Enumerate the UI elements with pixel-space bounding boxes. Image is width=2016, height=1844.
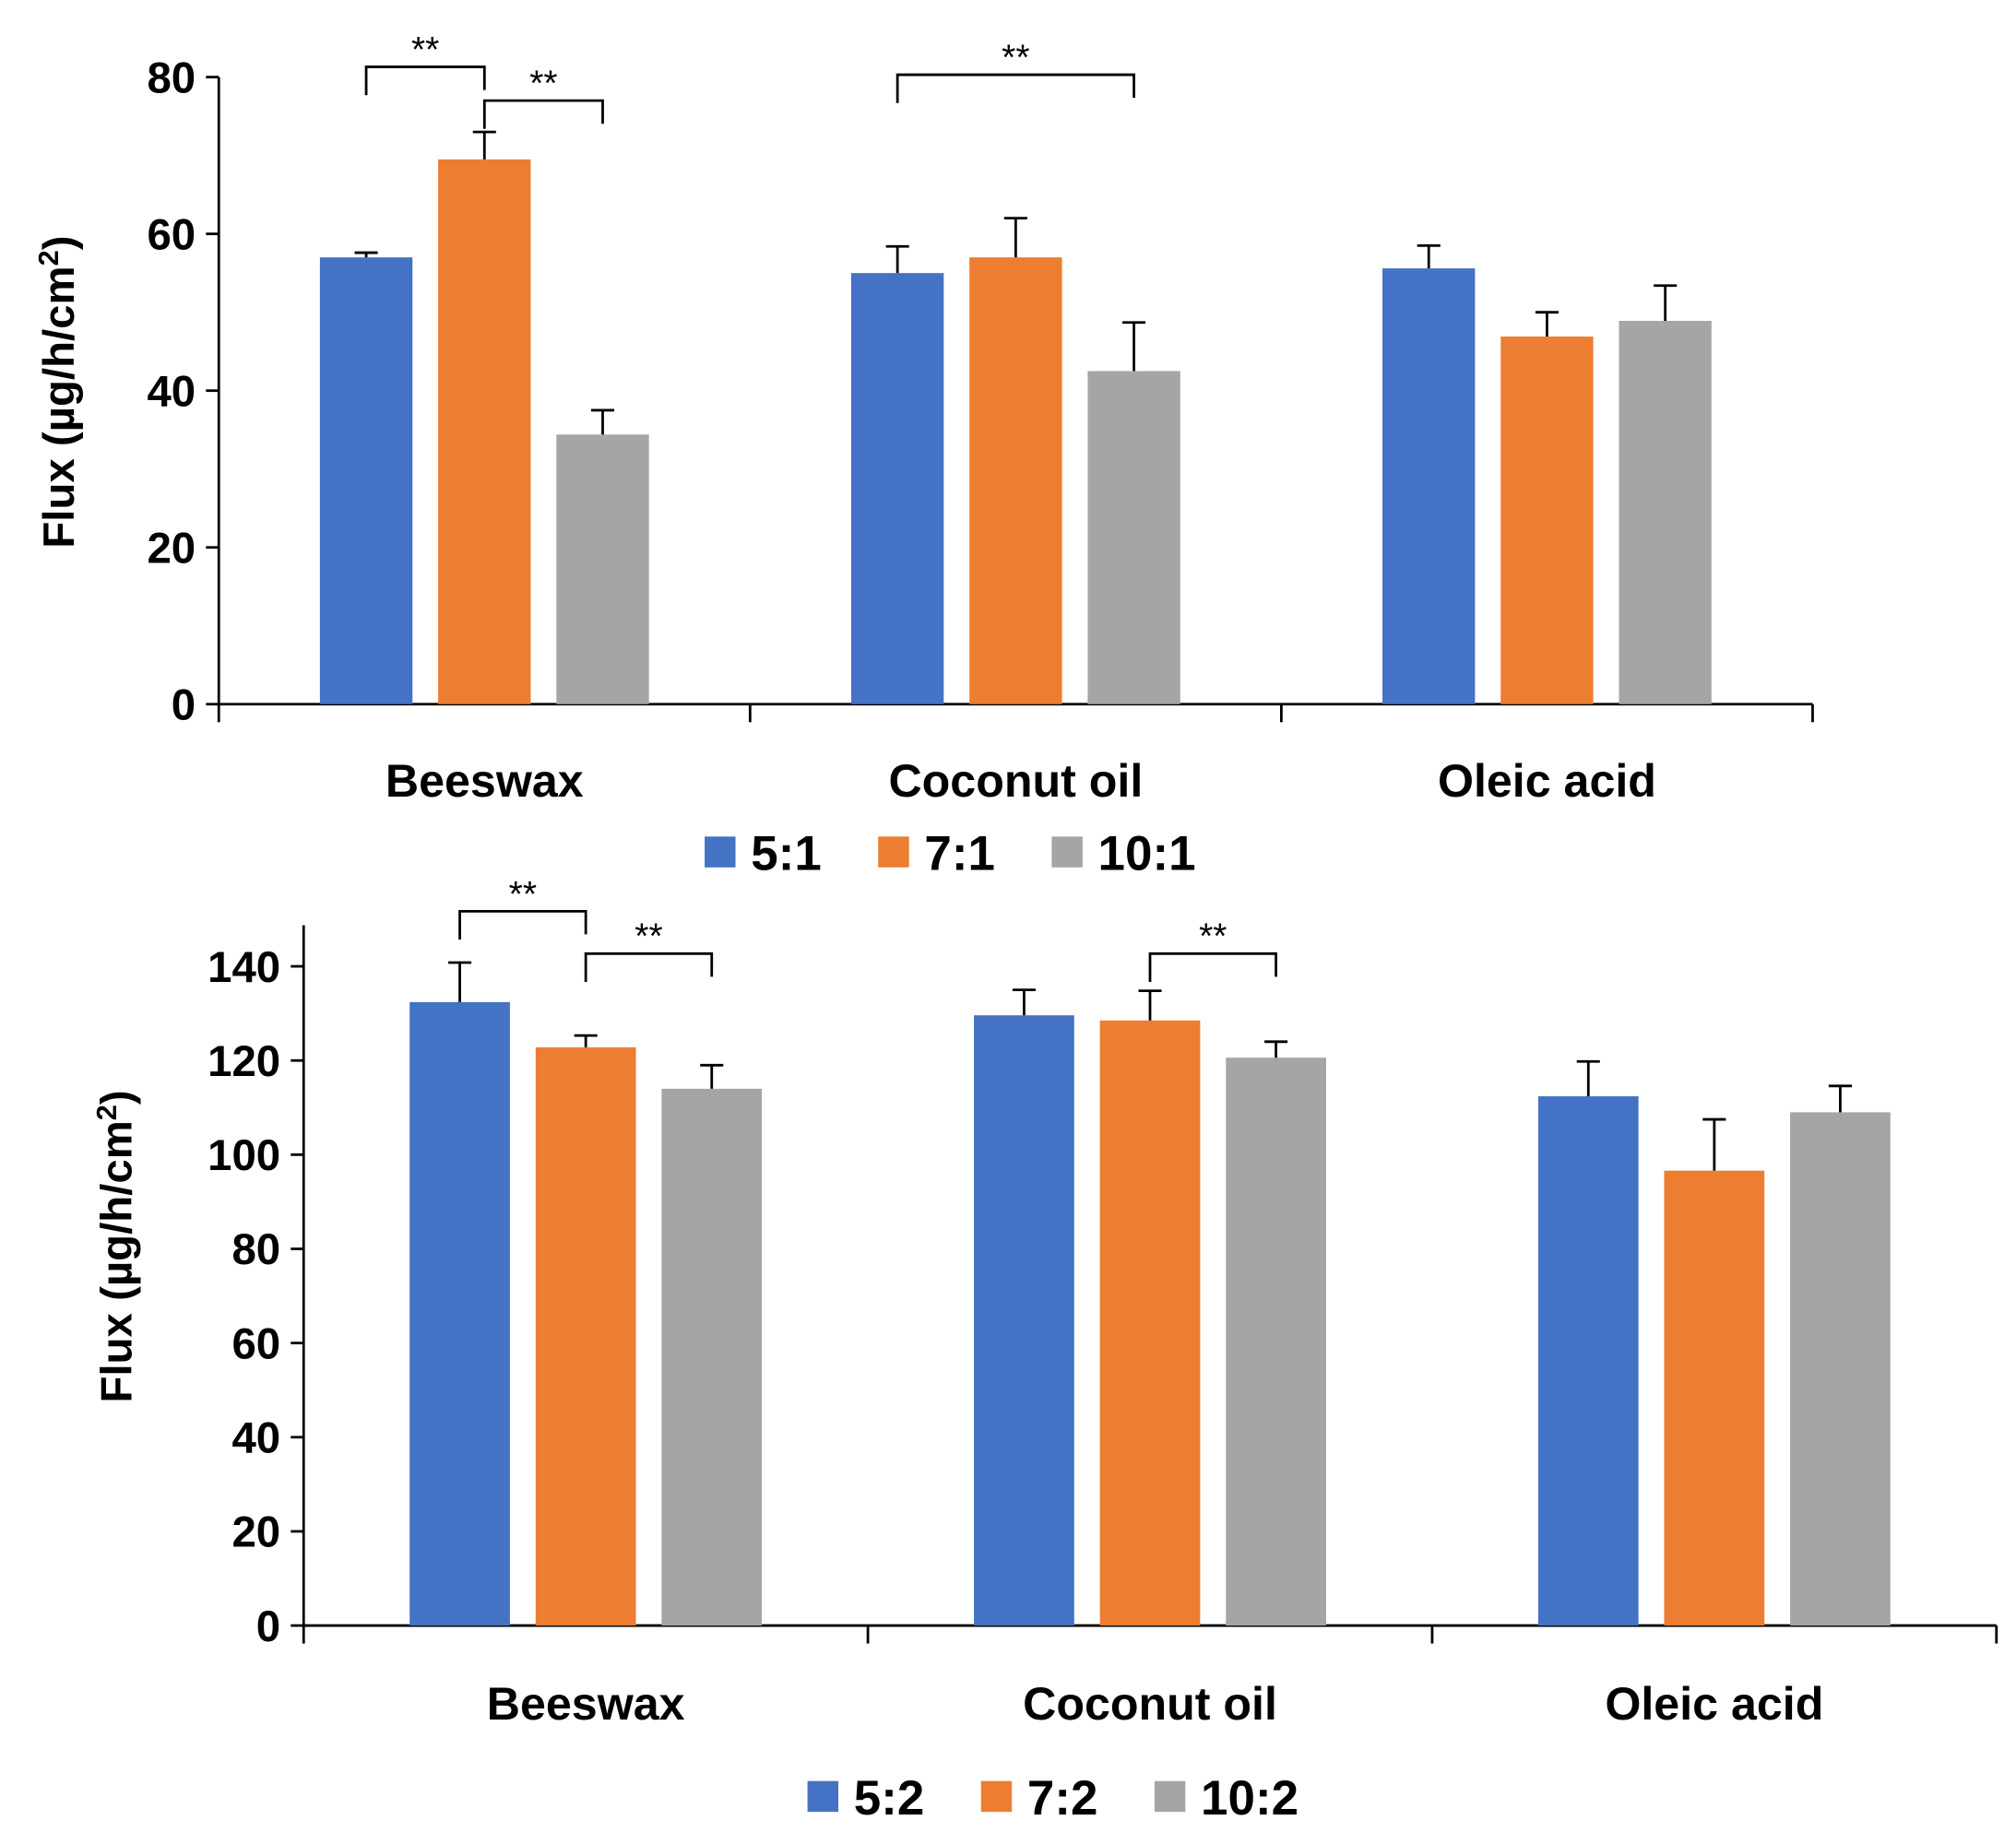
chart-1: 0 20 40 60 80 Flux (µg/h/cm2) Beeswax Coconut o… — [33, 30, 1814, 881]
legend-swatch — [980, 1780, 1013, 1813]
significance-label: ** — [529, 65, 557, 104]
bar — [1226, 1058, 1326, 1626]
category-label: Oleic acid — [1605, 1678, 1823, 1730]
y-axis-label: Flux (µg/h/cm2) — [33, 236, 84, 549]
bar — [974, 1015, 1074, 1626]
y-tick-label: 120 — [208, 1037, 280, 1086]
y-tick-label: 140 — [208, 943, 280, 992]
legend-swatch — [878, 836, 909, 868]
legend-swatch — [807, 1780, 839, 1813]
category-label: Beeswax — [487, 1678, 685, 1730]
bar — [1790, 1112, 1891, 1626]
significance-bracket — [584, 952, 714, 982]
bar — [535, 1046, 636, 1626]
bar — [319, 257, 413, 704]
significance-bracket — [895, 73, 1135, 103]
y-axis-label: Flux (µg/h/cm2) — [91, 1090, 142, 1402]
significance-label: ** — [1199, 917, 1227, 957]
y-tick-label: 0 — [256, 1602, 280, 1651]
bar — [1099, 1020, 1201, 1626]
y-tick-label: 100 — [208, 1131, 280, 1180]
y-tick-label: 60 — [147, 210, 196, 259]
y-tick-label: 40 — [231, 1414, 280, 1463]
category-label: Beeswax — [385, 755, 584, 807]
significance-bracket — [458, 909, 587, 940]
bar — [1537, 1096, 1639, 1626]
legend-label: 5:2 — [854, 1771, 925, 1826]
category-label: Coconut oil — [1023, 1678, 1277, 1730]
y-tick-label: 60 — [231, 1319, 280, 1368]
legend-label: 10:1 — [1098, 827, 1196, 881]
bar — [1087, 371, 1180, 704]
bar — [1382, 268, 1476, 704]
category-label: Oleic acid — [1438, 755, 1656, 807]
significance-bracket — [364, 65, 486, 96]
legend-label: 5:1 — [751, 827, 822, 881]
legend-swatch — [1154, 1780, 1186, 1813]
legend-label: 7:1 — [924, 827, 995, 881]
bar — [438, 159, 531, 704]
y-tick-label: 0 — [172, 680, 196, 729]
y-tick-label: 40 — [147, 367, 196, 416]
category-label: Coconut oil — [888, 755, 1143, 807]
bar — [1619, 321, 1712, 704]
bar — [661, 1088, 763, 1626]
y-tick-label: 80 — [231, 1225, 280, 1274]
bar — [1500, 337, 1594, 704]
bar — [556, 434, 649, 704]
significance-label: ** — [634, 917, 662, 957]
legend-label: 10:2 — [1201, 1771, 1299, 1826]
significance-bracket — [482, 99, 604, 129]
legend-swatch — [705, 836, 736, 868]
legend-label: 7:2 — [1027, 1771, 1098, 1826]
bar — [969, 257, 1062, 704]
bar — [1664, 1170, 1765, 1626]
y-tick-label: 20 — [147, 524, 196, 573]
significance-label: ** — [509, 875, 537, 915]
legend-swatch — [1051, 836, 1083, 868]
significance-label: ** — [411, 30, 439, 70]
significance-label: ** — [1002, 38, 1029, 77]
significance-bracket — [1148, 952, 1277, 982]
bar — [409, 1001, 510, 1626]
y-tick-label: 80 — [147, 53, 196, 102]
bar — [850, 273, 944, 704]
y-tick-label: 20 — [231, 1508, 280, 1557]
chart-2: 0 20 40 60 80 100 120 140 Flux (µg/h/cm2) Beeswax… — [91, 875, 1998, 1826]
